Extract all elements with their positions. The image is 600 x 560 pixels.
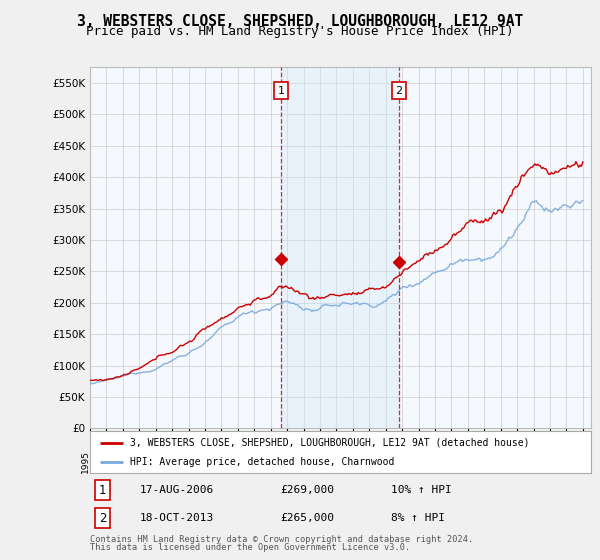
Text: HPI: Average price, detached house, Charnwood: HPI: Average price, detached house, Char… xyxy=(130,457,394,467)
Text: £269,000: £269,000 xyxy=(280,485,334,495)
Text: 2025: 2025 xyxy=(574,450,583,473)
Text: Price paid vs. HM Land Registry's House Price Index (HPI): Price paid vs. HM Land Registry's House … xyxy=(86,25,514,38)
Text: 2000: 2000 xyxy=(163,450,172,473)
Text: 3, WEBSTERS CLOSE, SHEPSHED, LOUGHBOROUGH, LE12 9AT: 3, WEBSTERS CLOSE, SHEPSHED, LOUGHBOROUG… xyxy=(77,14,523,29)
Text: 2020: 2020 xyxy=(491,450,500,473)
Text: 2011: 2011 xyxy=(344,450,353,473)
Text: 10% ↑ HPI: 10% ↑ HPI xyxy=(391,485,451,495)
Text: Contains HM Land Registry data © Crown copyright and database right 2024.: Contains HM Land Registry data © Crown c… xyxy=(90,535,473,544)
Text: 2003: 2003 xyxy=(212,450,221,473)
Text: 2018: 2018 xyxy=(459,450,468,473)
Text: 2005: 2005 xyxy=(245,450,254,473)
Bar xyxy=(281,67,398,428)
Text: 2: 2 xyxy=(99,511,106,525)
Text: 2: 2 xyxy=(395,86,402,96)
Text: 18-OCT-2013: 18-OCT-2013 xyxy=(140,513,214,523)
Text: 2016: 2016 xyxy=(426,450,435,473)
Text: 1996: 1996 xyxy=(97,450,106,473)
Text: 2017: 2017 xyxy=(442,450,451,473)
Text: 1998: 1998 xyxy=(130,450,139,473)
Text: 17-AUG-2006: 17-AUG-2006 xyxy=(140,485,214,495)
Text: 2024: 2024 xyxy=(557,450,566,473)
Text: 2001: 2001 xyxy=(179,450,188,473)
Text: 1997: 1997 xyxy=(114,450,123,473)
Text: 2019: 2019 xyxy=(475,450,484,473)
Text: 3, WEBSTERS CLOSE, SHEPSHED, LOUGHBOROUGH, LE12 9AT (detached house): 3, WEBSTERS CLOSE, SHEPSHED, LOUGHBOROUG… xyxy=(130,437,530,447)
Text: 2007: 2007 xyxy=(278,450,287,473)
Text: 2008: 2008 xyxy=(295,450,304,473)
Text: 1995: 1995 xyxy=(81,450,90,473)
Text: 2004: 2004 xyxy=(229,450,238,473)
Text: 2009: 2009 xyxy=(311,450,320,473)
Text: 1: 1 xyxy=(278,86,284,96)
Text: 2022: 2022 xyxy=(524,450,533,473)
Text: 2010: 2010 xyxy=(328,450,337,473)
Text: £265,000: £265,000 xyxy=(280,513,334,523)
Text: 1999: 1999 xyxy=(147,450,156,473)
Text: 2023: 2023 xyxy=(541,450,550,473)
Text: 2012: 2012 xyxy=(360,450,369,473)
Text: 2013: 2013 xyxy=(377,450,386,473)
Text: This data is licensed under the Open Government Licence v3.0.: This data is licensed under the Open Gov… xyxy=(90,543,410,552)
Text: 2021: 2021 xyxy=(508,450,517,473)
Text: 2006: 2006 xyxy=(262,450,271,473)
Text: 1: 1 xyxy=(99,483,106,497)
Text: 2014: 2014 xyxy=(393,450,402,473)
Text: 8% ↑ HPI: 8% ↑ HPI xyxy=(391,513,445,523)
Text: 2002: 2002 xyxy=(196,450,205,473)
Text: 2015: 2015 xyxy=(410,450,419,473)
